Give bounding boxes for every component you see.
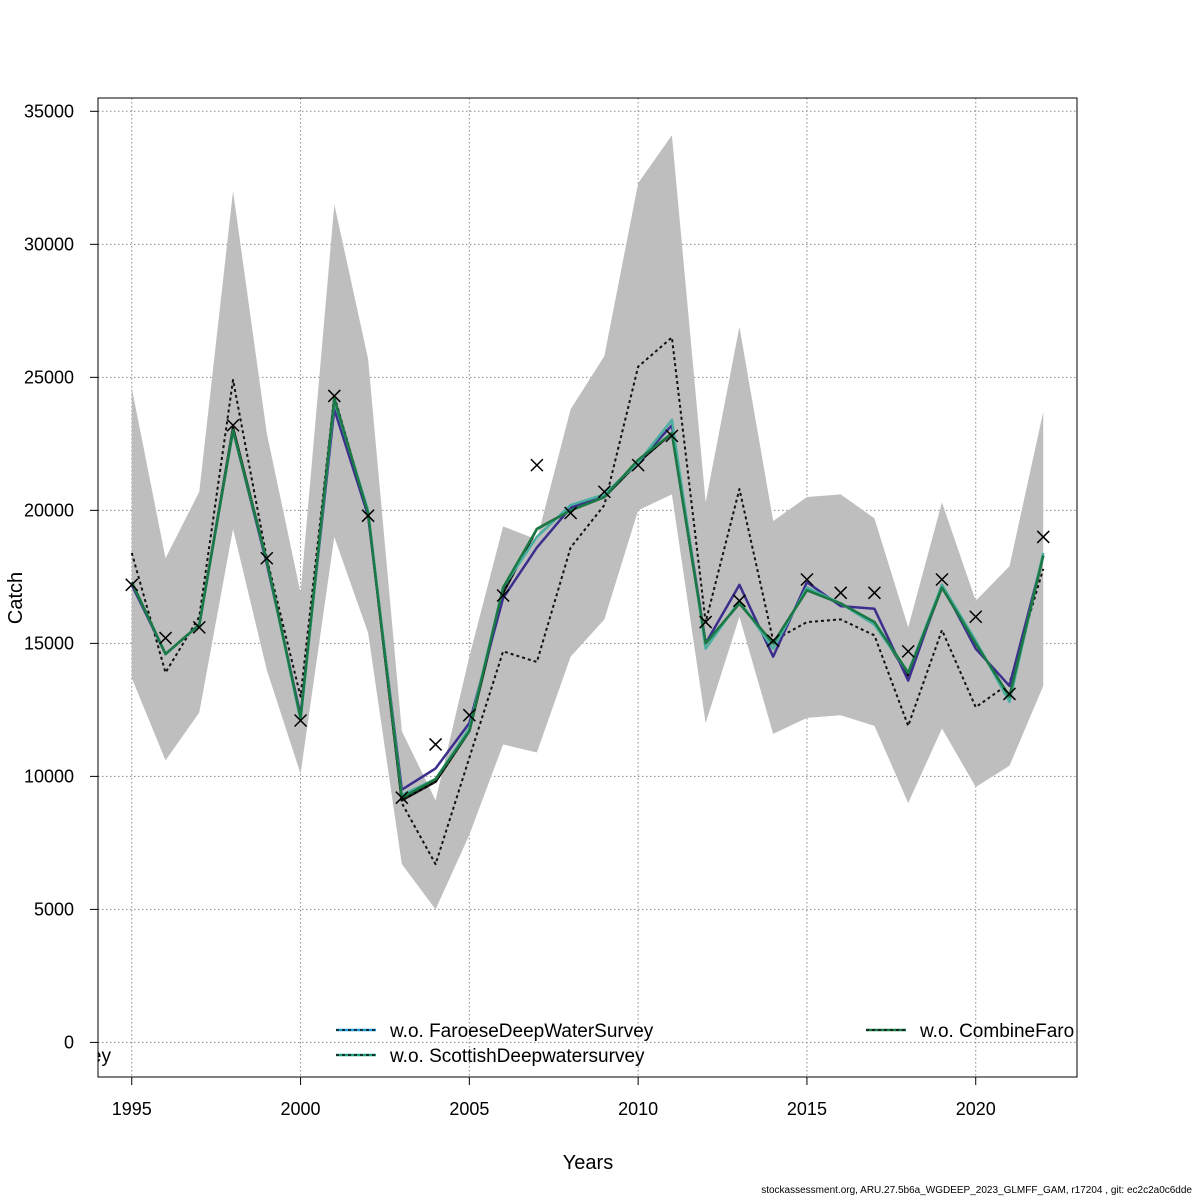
observed-point (226, 418, 240, 432)
y-tick-label: 15000 (24, 633, 74, 653)
observed-point (766, 634, 780, 648)
observed-point (158, 631, 173, 645)
observed-point (327, 389, 341, 403)
observed-point (125, 578, 139, 592)
legend-clipped-text: ey (91, 1046, 112, 1067)
observed-point (935, 572, 949, 587)
observed-point (462, 708, 476, 722)
observed-point (361, 509, 375, 523)
observed-point (597, 485, 611, 499)
observed-point (732, 594, 746, 608)
x-tick-label: 2020 (956, 1099, 996, 1119)
series-line-6 (130, 397, 1045, 799)
observed-point (294, 713, 308, 728)
x-tick-label: 2005 (449, 1099, 489, 1119)
observed-point (631, 458, 645, 472)
legend-label: w.o. ScottishDeepwatersurvey (389, 1046, 645, 1067)
observed-point (867, 586, 881, 600)
observed-point (665, 429, 679, 443)
observed-point (260, 551, 274, 565)
series-lines (130, 336, 1045, 866)
observed-point (901, 644, 915, 658)
observed-point (1036, 530, 1050, 544)
x-axis: 1995 2000 2005 2010 2015 2020 (112, 1077, 996, 1119)
observed-point (564, 506, 578, 520)
y-tick-label: 30000 (24, 234, 74, 254)
y-tick-label: 35000 (24, 101, 74, 121)
y-tick-label: 0 (64, 1032, 74, 1052)
observed-point (1002, 687, 1017, 701)
grid (98, 98, 1077, 1077)
legend-label: w.o. CombineFaro (919, 1021, 1074, 1042)
observed-points (125, 389, 1050, 805)
observed-point (699, 615, 713, 629)
legend-entry: w.o. CombineFaro (866, 1021, 1074, 1042)
y-tick-label: 20000 (24, 500, 74, 520)
x-tick-label: 2010 (618, 1099, 658, 1119)
plot-frame (97, 97, 1078, 1078)
y-tick-label: 25000 (24, 367, 74, 387)
x-axis-title: Years (563, 1152, 613, 1174)
y-tick-label: 5000 (34, 899, 74, 919)
y-tick-label: 10000 (24, 766, 74, 786)
legend-label: w.o. FaroeseDeepWaterSurvey (389, 1021, 654, 1042)
legend-entry: w.o. FaroeseDeepWaterSurvey (336, 1021, 654, 1042)
observed-point (969, 610, 983, 624)
confidence-band-area (131, 135, 1044, 910)
y-axis-title: Catch (5, 572, 27, 624)
legend: ey w.o. FaroeseDeepWaterSurvey w.o. Scotti… (91, 1021, 1074, 1067)
x-tick-label: 2015 (787, 1099, 827, 1119)
observed-point (429, 737, 443, 751)
x-tick-label: 2000 (281, 1099, 321, 1119)
y-axis: 0 5000 10000 15000 20000 25000 30000 35000 (24, 101, 98, 1052)
observed-point (530, 458, 544, 472)
observed-point (395, 791, 409, 805)
footer-text: stockassessment.org, ARU.27.5b6a_WGDEEP_… (761, 1185, 1192, 1196)
confidence-band (131, 135, 1044, 910)
observed-point (834, 586, 848, 600)
x-tick-label: 1995 (112, 1099, 152, 1119)
observed-point (496, 588, 510, 603)
observed-point (192, 620, 206, 634)
legend-entry: w.o. ScottishDeepwatersurvey (336, 1046, 645, 1067)
observed-point (800, 572, 814, 587)
